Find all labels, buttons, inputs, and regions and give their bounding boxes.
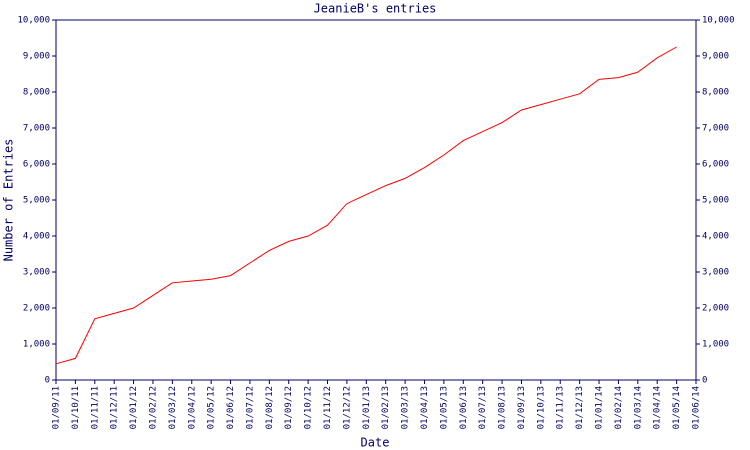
x-tick-label: 01/08/12 — [265, 386, 275, 429]
x-tick-label: 01/10/12 — [304, 386, 314, 429]
x-tick-label: 01/12/11 — [110, 386, 120, 429]
y2-tick-label: 8,000 — [702, 88, 729, 98]
x-tick-label: 01/03/13 — [401, 386, 411, 429]
x-tick-label: 01/02/12 — [148, 386, 158, 429]
x-tick-label: 01/05/13 — [439, 386, 449, 429]
x-tick-label: 01/11/12 — [323, 386, 333, 429]
y-tick-label: 10,000 — [17, 16, 50, 26]
x-tick-label: 01/12/13 — [575, 386, 585, 429]
y-tick-label: 3,000 — [23, 268, 50, 278]
y2-tick-label: 0 — [702, 376, 707, 386]
x-tick-label: 01/07/13 — [478, 386, 488, 429]
x-tick-label: 01/09/13 — [517, 386, 527, 429]
y2-tick-label: 6,000 — [702, 160, 729, 170]
y-tick-label: 5,000 — [23, 196, 50, 206]
y-tick-label: 2,000 — [23, 304, 50, 314]
y2-tick-label: 2,000 — [702, 304, 729, 314]
data-line — [55, 46, 677, 365]
y2-tick-label: 1,000 — [702, 340, 729, 350]
x-tick-label: 01/06/13 — [459, 386, 469, 429]
x-tick-label: 01/04/12 — [187, 386, 197, 429]
y-tick-label: 8,000 — [23, 88, 50, 98]
chart-title: JeanieB's entries — [314, 2, 437, 16]
y-tick-label: 9,000 — [23, 52, 50, 62]
x-tick-label: 01/03/14 — [633, 386, 643, 429]
y-tick-label: 0 — [45, 376, 50, 386]
y-tick-label: 4,000 — [23, 232, 50, 242]
x-tick-label: 01/01/12 — [129, 386, 139, 429]
x-tick-label: 01/04/13 — [420, 386, 430, 429]
x-tick-label: 01/03/12 — [168, 386, 178, 429]
y2-tick-label: 5,000 — [702, 196, 729, 206]
x-tick-label: 01/04/14 — [653, 386, 663, 429]
x-tick-label: 01/06/12 — [226, 386, 236, 429]
x-tick-label: 01/02/14 — [614, 386, 624, 429]
x-tick-label: 01/05/12 — [207, 386, 217, 429]
x-axis-label: Date — [361, 436, 390, 450]
x-tick-label: 01/10/11 — [71, 386, 81, 429]
x-tick-label: 01/02/13 — [381, 386, 391, 429]
x-tick-label: 01/09/11 — [52, 386, 62, 429]
x-tick-label: 01/11/11 — [90, 386, 100, 429]
y-tick-label: 7,000 — [23, 124, 50, 134]
x-tick-label: 01/10/13 — [536, 386, 546, 429]
y-axis-label: Number of Entries — [2, 139, 16, 262]
x-tick-label: 01/01/13 — [362, 386, 372, 429]
x-tick-label: 01/09/12 — [284, 386, 294, 429]
x-tick-label: 01/08/13 — [498, 386, 508, 429]
y-tick-label: 6,000 — [23, 160, 50, 170]
x-tick-label: 01/05/14 — [672, 386, 682, 429]
x-tick-label: 01/11/13 — [556, 386, 566, 429]
y2-tick-label: 3,000 — [702, 268, 729, 278]
y2-tick-label: 4,000 — [702, 232, 729, 242]
y-tick-label: 1,000 — [23, 340, 50, 350]
x-tick-label: 01/12/12 — [342, 386, 352, 429]
y2-tick-label: 7,000 — [702, 124, 729, 134]
x-tick-label: 01/01/14 — [595, 386, 605, 429]
y2-tick-label: 10,000 — [702, 16, 735, 26]
x-tick-label: 01/06/14 — [692, 386, 702, 429]
x-tick-label: 01/07/12 — [245, 386, 255, 429]
y2-tick-label: 9,000 — [702, 52, 729, 62]
